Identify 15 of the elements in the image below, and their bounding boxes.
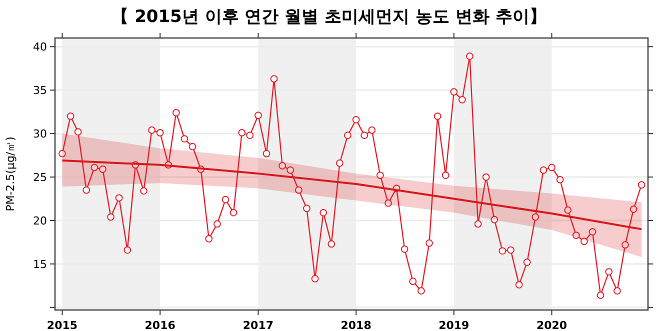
- y-tick-label: 20: [33, 214, 47, 228]
- y-tick-label: 35: [33, 84, 47, 98]
- y-tick-label: 40: [33, 40, 47, 54]
- y-tick-label: 25: [33, 171, 47, 184]
- x-tick-label: 2016: [144, 319, 176, 331]
- x-tick-label: 2020: [536, 319, 568, 331]
- x-tick-label: 2015: [46, 319, 78, 331]
- x-tick-label: 2018: [340, 319, 372, 331]
- y-axis-title: PM-2.5(μg/㎥): [4, 136, 17, 212]
- x-tick-label: 2019: [438, 319, 470, 331]
- y-tick-label: 15: [33, 258, 47, 271]
- line-series: [61, 160, 643, 230]
- y-tick-label: 30: [33, 128, 47, 141]
- x-tick-label: 2017: [242, 319, 274, 331]
- chart-title: 【 2015년 이후 연간 월별 초미세먼지 농도 변화 추이】: [112, 7, 546, 27]
